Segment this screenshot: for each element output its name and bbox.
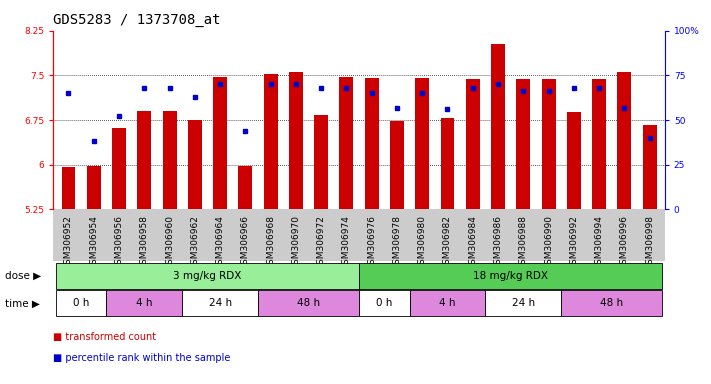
Bar bbox=[314, 115, 328, 209]
Text: 0 h: 0 h bbox=[376, 298, 392, 308]
Bar bbox=[56, 263, 359, 289]
Bar bbox=[410, 290, 486, 316]
Bar bbox=[486, 290, 561, 316]
Text: ■ transformed count: ■ transformed count bbox=[53, 332, 156, 342]
Bar bbox=[289, 72, 303, 209]
Text: 24 h: 24 h bbox=[512, 298, 535, 308]
Bar bbox=[390, 121, 404, 209]
Bar bbox=[56, 290, 107, 316]
Bar bbox=[415, 78, 429, 209]
Bar bbox=[643, 125, 656, 209]
Text: 4 h: 4 h bbox=[439, 298, 456, 308]
Bar bbox=[182, 290, 258, 316]
Text: GDS5283 / 1373708_at: GDS5283 / 1373708_at bbox=[53, 13, 221, 27]
Bar bbox=[62, 167, 75, 209]
Bar bbox=[441, 118, 454, 209]
Bar bbox=[466, 79, 480, 209]
Bar bbox=[359, 263, 662, 289]
Bar bbox=[567, 112, 581, 209]
Text: 4 h: 4 h bbox=[136, 298, 153, 308]
Bar bbox=[561, 290, 662, 316]
Text: dose ▶: dose ▶ bbox=[5, 271, 41, 281]
Bar bbox=[213, 76, 227, 209]
Text: 3 mg/kg RDX: 3 mg/kg RDX bbox=[173, 271, 242, 281]
Bar bbox=[491, 45, 505, 209]
Bar bbox=[617, 72, 631, 209]
Text: ■ percentile rank within the sample: ■ percentile rank within the sample bbox=[53, 353, 230, 363]
Bar bbox=[339, 76, 353, 209]
Text: 0 h: 0 h bbox=[73, 298, 90, 308]
Bar bbox=[112, 128, 126, 209]
Bar bbox=[107, 290, 182, 316]
Text: 48 h: 48 h bbox=[297, 298, 320, 308]
Bar bbox=[359, 290, 410, 316]
Bar bbox=[264, 74, 277, 209]
Text: 48 h: 48 h bbox=[600, 298, 624, 308]
Bar bbox=[516, 79, 530, 209]
Bar bbox=[87, 166, 101, 209]
Bar bbox=[238, 166, 252, 209]
Bar bbox=[365, 78, 379, 209]
Bar bbox=[592, 79, 606, 209]
Bar bbox=[542, 79, 555, 209]
Bar bbox=[258, 290, 359, 316]
Bar bbox=[188, 120, 202, 209]
Bar bbox=[137, 111, 151, 209]
Text: 18 mg/kg RDX: 18 mg/kg RDX bbox=[473, 271, 548, 281]
Text: time ▶: time ▶ bbox=[5, 298, 40, 308]
Bar bbox=[163, 111, 176, 209]
Text: 24 h: 24 h bbox=[208, 298, 232, 308]
